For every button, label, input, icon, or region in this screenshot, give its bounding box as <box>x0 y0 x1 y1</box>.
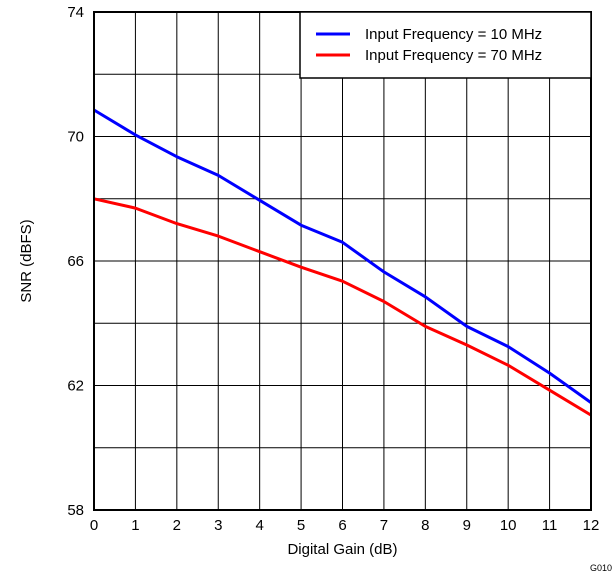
x-tick-label: 9 <box>463 517 471 534</box>
x-tick-label: 3 <box>214 517 222 534</box>
x-tick-label: 12 <box>583 517 600 534</box>
y-tick-labels: 58 62 66 70 74 <box>67 4 84 519</box>
series-lines <box>93 108 592 417</box>
y-tick-label: 66 <box>67 253 84 270</box>
series-line-2 <box>93 197 592 417</box>
x-tick-labels: 0 1 2 3 4 5 6 7 8 9 10 11 12 <box>90 517 600 534</box>
legend-box <box>299 11 592 79</box>
y-tick-label: 74 <box>67 4 84 21</box>
legend-label: Input Frequency = 10 MHz <box>365 26 542 43</box>
y-tick-label: 70 <box>67 129 84 146</box>
x-tick-label: 0 <box>90 517 98 534</box>
x-tick-label: 4 <box>255 517 263 534</box>
y-axis-title: SNR (dBFS) <box>18 219 35 302</box>
legend: Input Frequency = 10 MHz Input Frequency … <box>299 11 592 79</box>
x-tick-label: 1 <box>131 517 139 534</box>
series-line-1 <box>93 108 592 404</box>
y-tick-label: 58 <box>67 502 84 519</box>
x-tick-label: 7 <box>380 517 388 534</box>
x-tick-label: 6 <box>338 517 346 534</box>
x-tick-label: 11 <box>542 517 558 534</box>
x-tick-label: 8 <box>421 517 429 534</box>
legend-label: Input Frequency = 70 MHz <box>365 47 542 64</box>
x-tick-label: 5 <box>297 517 305 534</box>
x-axis-title: Digital Gain (dB) <box>287 541 397 558</box>
x-tick-label: 2 <box>173 517 181 534</box>
grid <box>93 11 592 511</box>
y-tick-label: 62 <box>67 378 84 395</box>
x-tick-label: 10 <box>500 517 517 534</box>
figure-code: G010 <box>590 563 612 573</box>
